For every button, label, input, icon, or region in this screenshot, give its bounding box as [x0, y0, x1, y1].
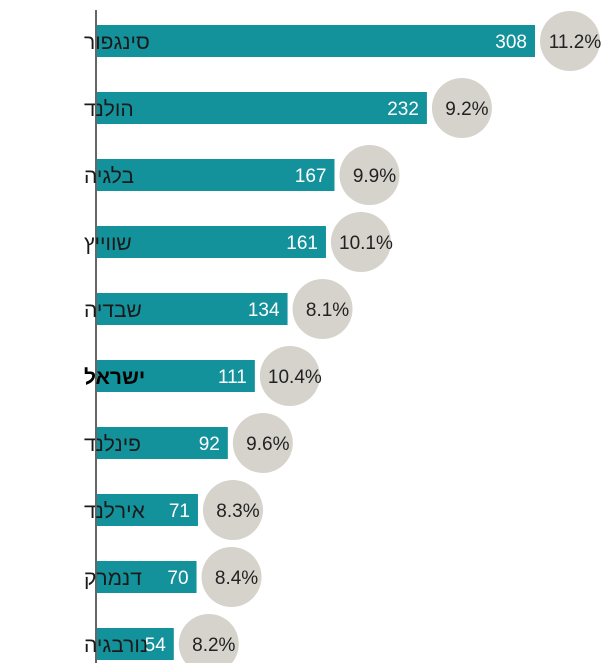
percent-label: 8.1% — [306, 300, 349, 321]
bar-value-label: 232 — [387, 99, 419, 120]
bar — [97, 360, 255, 392]
bar-value-label: 161 — [286, 233, 318, 254]
bar-value-label: 92 — [199, 434, 220, 455]
percent-label: 11.2% — [549, 32, 602, 53]
chart-row: 70 8.4% דנמרק — [84, 547, 262, 607]
chart-row: 92 9.6% פינלנד — [84, 413, 293, 473]
bar-value-label: 70 — [167, 568, 188, 589]
bar — [97, 159, 335, 191]
chart-row: 134 8.1% שבדיה — [84, 279, 353, 339]
chart-row: 111 10.4% ישראל — [84, 346, 322, 406]
percent-label: 9.2% — [445, 99, 488, 120]
bar — [97, 226, 326, 258]
percent-bubble — [178, 614, 239, 663]
percent-bubble — [202, 480, 263, 540]
percent-bubble — [431, 78, 492, 138]
bar — [97, 427, 228, 459]
bar — [97, 628, 174, 660]
category-label: דנמרק — [84, 567, 142, 590]
percent-label: 8.4% — [215, 568, 258, 589]
category-label: שווייץ — [84, 232, 132, 255]
category-label: הולנד — [84, 98, 134, 121]
category-label: שבדיה — [84, 299, 142, 322]
bar-value-label: 54 — [145, 635, 167, 656]
chart-row: 71 8.3% אירלנד — [84, 480, 263, 540]
bar-value-label: 167 — [295, 166, 327, 187]
category-label: ישראל — [84, 366, 145, 389]
chart-row: 167 9.9% בלגיה — [84, 145, 400, 205]
percent-label: 9.9% — [353, 166, 396, 187]
bar-value-label: 134 — [248, 300, 280, 321]
category-label: אירלנד — [84, 500, 145, 523]
percent-bubble — [540, 11, 600, 71]
percent-bubble — [232, 413, 293, 473]
category-label: נורבגיה — [84, 634, 148, 657]
percent-bubble — [259, 346, 320, 406]
bar-value-label: 111 — [218, 367, 247, 388]
percent-bubble — [339, 145, 400, 205]
category-label: סינגפור — [84, 31, 150, 54]
chart-row: 54 8.2% נורבגיה — [84, 614, 239, 663]
bar — [97, 293, 288, 325]
percent-label: 8.3% — [216, 501, 259, 522]
bar — [97, 25, 535, 57]
percent-label: 10.4% — [268, 367, 322, 388]
percent-bubble — [201, 547, 262, 607]
bar-value-label: 71 — [169, 501, 190, 522]
percent-label: 9.6% — [246, 434, 289, 455]
chart-row: 308 11.2% סינגפור — [84, 11, 601, 71]
category-label: פינלנד — [84, 433, 141, 456]
percent-bubble — [292, 279, 353, 339]
chart-row: 161 10.1% שווייץ — [84, 212, 393, 272]
percent-label: 10.1% — [339, 233, 393, 254]
bar — [97, 92, 427, 124]
bar — [97, 561, 197, 593]
bar-value-label: 308 — [495, 32, 527, 53]
chart-row: 232 9.2% הולנד — [84, 78, 492, 138]
bar — [97, 494, 198, 526]
percent-bubble — [330, 212, 391, 272]
category-label: בלגיה — [84, 165, 134, 188]
percent-label: 8.2% — [192, 635, 235, 656]
